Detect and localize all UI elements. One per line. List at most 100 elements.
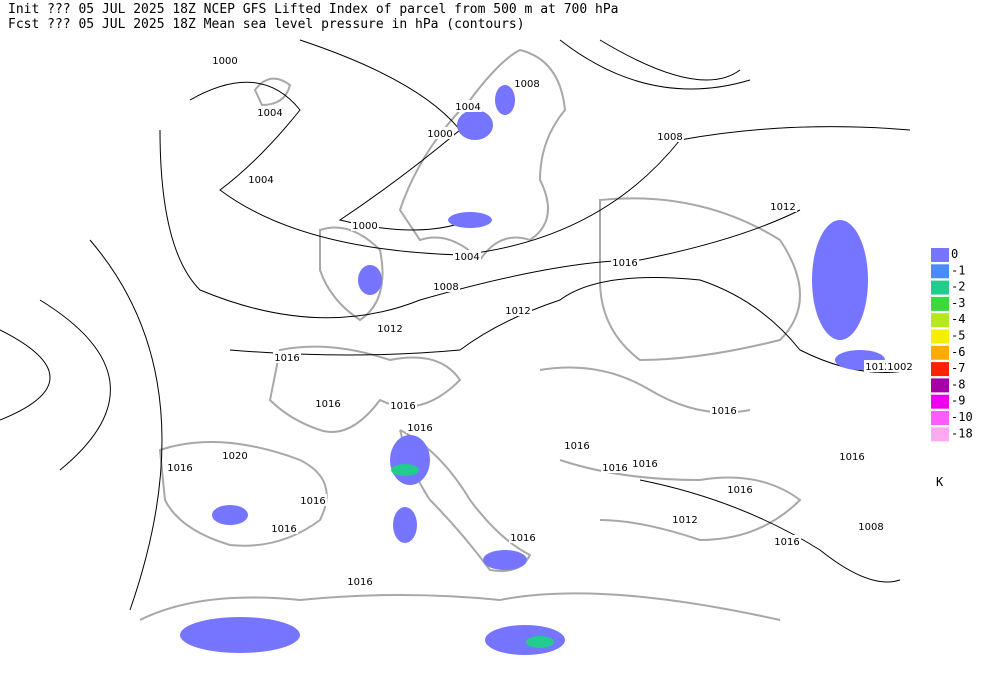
legend-label: -3 — [951, 296, 965, 310]
label-bg — [314, 397, 342, 409]
contour-label: 1016 — [612, 258, 637, 269]
legend-label: 0 — [951, 247, 958, 261]
label-bg — [273, 351, 301, 363]
legend-swatch — [931, 248, 949, 262]
contour-label: 1016 — [711, 406, 736, 417]
label-bg — [221, 449, 249, 461]
legend-swatch — [931, 427, 949, 442]
isobars — [0, 39, 911, 611]
label-bg — [769, 200, 797, 212]
contour-label: 1012 — [865, 362, 890, 373]
label-bg — [611, 256, 639, 268]
contour-label: 1016 — [510, 533, 535, 544]
legend-label: -8 — [951, 377, 965, 391]
contour-label: 1016 — [564, 441, 589, 452]
label-bg — [563, 439, 591, 451]
label-bg — [857, 520, 885, 532]
contour-label: 1016 — [315, 399, 340, 410]
label-bg — [773, 535, 801, 547]
contour-label: 1016 — [347, 577, 372, 588]
contour-label: 1016 — [727, 485, 752, 496]
contour-label: 1012 — [770, 202, 795, 213]
legend-label: -18 — [951, 426, 973, 440]
label-bg — [454, 100, 482, 112]
label-bg — [389, 399, 417, 411]
contour-label: 1016 — [271, 524, 296, 535]
label-bg — [864, 360, 892, 372]
contour-labels: 1000 1004 1008 1004 1000 1008 1004 1000 1012 1004… — [166, 54, 914, 588]
label-bg — [256, 106, 284, 118]
legend-swatch — [931, 313, 949, 328]
legend-label: -10 — [951, 410, 973, 424]
label-bg — [453, 250, 481, 262]
label-bg — [656, 130, 684, 142]
label-bg — [406, 421, 434, 433]
contour-label: 1004 — [248, 175, 273, 186]
contour-label: 1016 — [602, 463, 627, 474]
legend-swatch — [931, 378, 949, 393]
contour-label: 1004 — [454, 252, 479, 263]
contour-label: 1000 — [212, 56, 237, 67]
legend-swatch — [931, 280, 949, 295]
contour-label: 1008 — [657, 132, 682, 143]
contour-label: 1004 — [257, 108, 282, 119]
contour-label: 1016 — [274, 353, 299, 364]
label-bg — [509, 531, 537, 543]
label-bg — [631, 457, 659, 469]
header-line: Init ??? 05 JUL 2025 18Z NCEP GFS Lifted… — [8, 2, 618, 17]
label-bg — [886, 360, 914, 372]
label-bg — [426, 127, 454, 139]
label-bg — [601, 461, 629, 473]
label-bg — [513, 77, 541, 89]
label-bg — [504, 304, 532, 316]
label-bg — [432, 280, 460, 292]
label-bg — [346, 575, 374, 587]
contour-label: 1020 — [222, 451, 247, 462]
legend-swatch — [931, 411, 949, 425]
contour-label: 1016 — [167, 463, 192, 474]
header-line: Fcst ??? 05 JUL 2025 18Z Mean sea level … — [8, 17, 525, 32]
label-bg — [710, 404, 738, 416]
label-bg — [376, 322, 404, 334]
legend-label: -2 — [951, 280, 965, 294]
label-bg — [247, 173, 275, 185]
contour-label: 1016 — [390, 401, 415, 412]
contour-label: 1012 — [505, 306, 530, 317]
lifted-index-areas — [180, 85, 885, 655]
legend-swatch — [931, 329, 949, 344]
legend-swatch — [931, 362, 949, 377]
label-bg — [211, 54, 239, 66]
contour-label: 1016 — [300, 496, 325, 507]
legend-swatch — [931, 264, 949, 279]
contour-label: 1012 — [672, 515, 697, 526]
contour-label: 1008 — [514, 79, 539, 90]
contour-label: 1000 — [352, 221, 377, 232]
label-bg — [671, 513, 699, 525]
legend-unit: K — [936, 475, 944, 489]
contour-label: 1016 — [632, 459, 657, 470]
label-bg — [299, 494, 327, 506]
legend-label: -4 — [951, 312, 965, 326]
legend-label: -9 — [951, 394, 965, 408]
label-bg — [351, 219, 379, 231]
contour-label: 1016 — [774, 537, 799, 548]
label-bg — [270, 522, 298, 534]
legend: 0 -1 -2 -3 -4 -5 -6 -7 -8 -9 -10 -18 K — [931, 247, 973, 489]
contour-label: 1016 — [407, 423, 432, 434]
legend-swatch — [931, 345, 949, 360]
legend-swatch — [931, 394, 949, 409]
label-bg — [726, 483, 754, 495]
legend-label: -6 — [951, 345, 965, 359]
contour-label: 1000 — [427, 129, 452, 140]
contour-label: 1008 — [858, 522, 883, 533]
legend-label: -7 — [951, 361, 965, 375]
legend-swatch — [931, 296, 949, 311]
legend-label: -1 — [951, 263, 965, 277]
contour-label: 1016 — [839, 452, 864, 463]
contour-label: 1012 — [377, 324, 402, 335]
label-bg — [838, 450, 866, 462]
contour-label: 1008 — [433, 282, 458, 293]
legend-label: -5 — [951, 329, 965, 343]
contour-label: 1004 — [455, 102, 480, 113]
